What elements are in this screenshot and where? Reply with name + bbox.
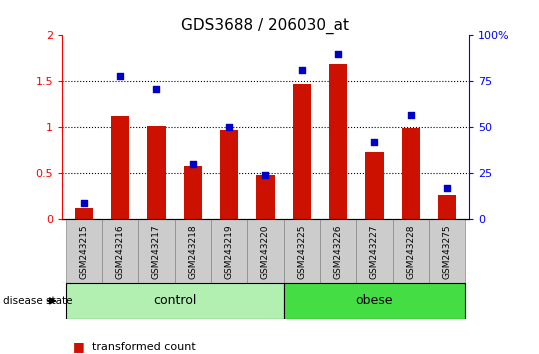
Bar [66, 283, 284, 319]
Bar [320, 219, 356, 283]
Point [261, 172, 270, 178]
Bar [365, 152, 384, 219]
Bar [257, 175, 274, 219]
Bar [175, 219, 211, 283]
Bar [75, 207, 93, 219]
Text: GSM243225: GSM243225 [298, 224, 306, 279]
Text: GSM243220: GSM243220 [261, 224, 270, 279]
Point [406, 112, 415, 118]
Text: control: control [153, 295, 196, 307]
Text: disease state: disease state [3, 296, 72, 306]
Text: GSM243228: GSM243228 [406, 224, 415, 279]
Bar [284, 219, 320, 283]
Text: GSM243218: GSM243218 [188, 224, 197, 279]
Point [116, 73, 125, 79]
Bar [329, 64, 347, 219]
Point [225, 125, 233, 130]
Text: obese: obese [356, 295, 393, 307]
Text: GSM243226: GSM243226 [334, 224, 343, 279]
Bar [293, 84, 311, 219]
Title: GDS3688 / 206030_at: GDS3688 / 206030_at [182, 18, 349, 34]
Text: GSM243275: GSM243275 [443, 224, 452, 279]
Bar [139, 219, 175, 283]
Bar [402, 129, 420, 219]
Point [79, 200, 88, 206]
Bar [284, 283, 465, 319]
Bar [111, 116, 129, 219]
Point [189, 161, 197, 167]
Bar [66, 219, 102, 283]
Bar [220, 130, 238, 219]
Bar [247, 219, 284, 283]
Bar [392, 219, 429, 283]
Bar [356, 219, 392, 283]
Text: transformed count: transformed count [92, 342, 195, 352]
Bar [184, 166, 202, 219]
Point [370, 139, 379, 145]
Point [443, 185, 452, 191]
Text: GSM243217: GSM243217 [152, 224, 161, 279]
Bar [147, 126, 165, 219]
Point [298, 68, 306, 73]
Point [152, 86, 161, 92]
Text: GSM243215: GSM243215 [79, 224, 88, 279]
Text: GSM243219: GSM243219 [225, 224, 233, 279]
Bar [438, 195, 456, 219]
Text: ■: ■ [73, 341, 85, 353]
Text: GSM243227: GSM243227 [370, 224, 379, 279]
Bar [102, 219, 139, 283]
Bar [429, 219, 465, 283]
Text: GSM243216: GSM243216 [116, 224, 125, 279]
Bar [211, 219, 247, 283]
Point [334, 51, 342, 57]
